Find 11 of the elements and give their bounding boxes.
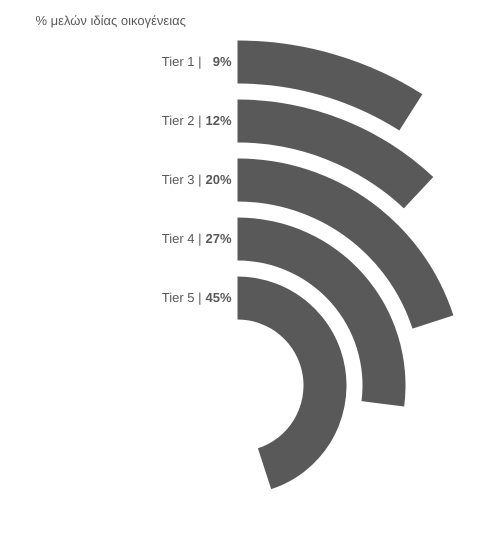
data-label: 9% bbox=[212, 54, 232, 69]
data-label: 27% bbox=[205, 231, 232, 246]
category-label: Tier 2 | bbox=[162, 113, 202, 128]
category-label: Tier 3 | bbox=[162, 172, 202, 187]
text: % μελών ιδίας οικογένειας bbox=[36, 13, 186, 28]
data-label: 20% bbox=[205, 172, 232, 187]
category-label: Tier 4 | bbox=[162, 231, 202, 246]
category-label: Tier 1 | bbox=[162, 54, 202, 69]
data-label: 45% bbox=[205, 290, 232, 305]
data-label: 12% bbox=[205, 113, 232, 128]
category-label: Tier 5 | bbox=[162, 290, 202, 305]
